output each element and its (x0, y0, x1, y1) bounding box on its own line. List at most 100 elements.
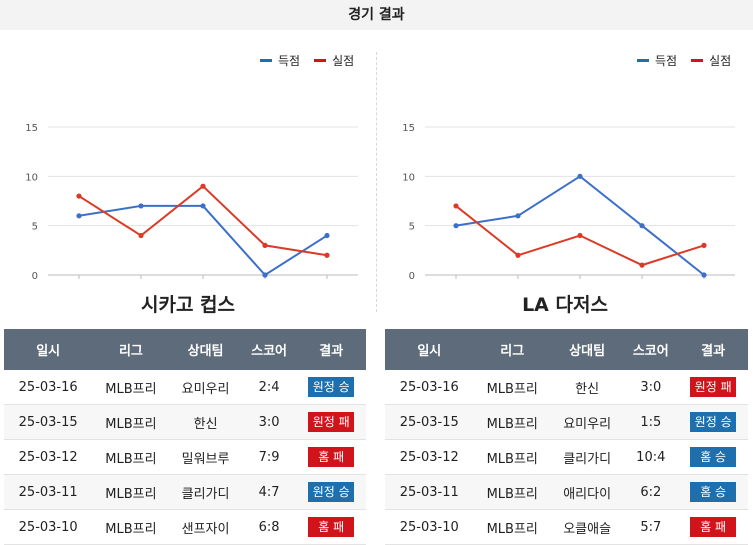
legend-scored[interactable]: 득점 (260, 52, 300, 69)
result-cell: 원정 승 (678, 404, 748, 440)
data-point (577, 232, 583, 239)
score-cell: 3:0 (623, 370, 679, 405)
data-point (701, 272, 707, 278)
result-badge: 홈 패 (308, 447, 355, 467)
league-cell: MLB프리 (92, 439, 170, 475)
opponent-cell: 요미우리 (550, 404, 624, 440)
result-badge: 원정 승 (690, 412, 737, 432)
column-header[interactable]: 결과 (296, 329, 366, 370)
y-tick-label: 10 (402, 172, 415, 183)
table-row: 25-03-16 MLB프리 한신 3:0 원정 패 (385, 370, 748, 405)
legend-label-conceded: 실점 (709, 54, 732, 68)
league-cell: MLB프리 (92, 404, 170, 440)
result-badge: 원정 패 (690, 377, 737, 397)
data-point (453, 203, 459, 209)
column-header[interactable]: 일시 (385, 329, 474, 370)
data-point (262, 242, 268, 248)
column-header[interactable]: 결과 (678, 329, 748, 370)
result-cell: 원정 승 (296, 474, 366, 510)
score-cell: 7:9 (241, 439, 297, 475)
data-point (200, 203, 206, 209)
series-line-conceded (78, 184, 328, 257)
table-header-row: 일시 리그 상대팀 스코어 결과 (4, 329, 366, 370)
data-point (639, 262, 645, 268)
date-cell: 25-03-12 (4, 439, 93, 475)
opponent-cell: 한신 (550, 370, 624, 405)
league-cell: MLB프리 (473, 474, 551, 510)
league-cell: MLB프리 (473, 370, 551, 405)
data-point (138, 203, 144, 209)
legend-conceded[interactable]: 실점 (314, 52, 354, 69)
column-header[interactable]: 리그 (473, 329, 551, 370)
result-badge: 홈 패 (690, 517, 737, 537)
date-cell: 25-03-15 (385, 404, 474, 440)
result-badge: 원정 패 (308, 412, 355, 432)
date-cell: 25-03-16 (385, 370, 474, 405)
opponent-cell: 샌프자이 (169, 509, 242, 545)
line-chart-left: 151050패승패패승 (25, 123, 358, 280)
chart-legend: 득점 실점 (637, 52, 731, 69)
data-point (262, 272, 268, 278)
date-cell: 25-03-12 (385, 439, 474, 475)
legend-scored[interactable]: 득점 (637, 52, 677, 69)
score-cell: 5:7 (623, 509, 679, 545)
league-cell: MLB프리 (92, 509, 170, 545)
y-tick-label: 15 (402, 123, 415, 134)
y-tick-label: 0 (409, 271, 415, 280)
result-cell: 홈 승 (678, 474, 748, 510)
column-header[interactable]: 스코어 (623, 329, 679, 370)
results-table-right: 일시 리그 상대팀 스코어 결과 25-03-16 MLB프리 한신 3:0 원정 패 25-03… (385, 329, 748, 545)
table-row: 25-03-10 MLB프리 오클애슬 5:7 홈 패 (385, 509, 748, 545)
opponent-cell: 클리가디 (550, 439, 624, 475)
score-cell: 2:4 (241, 370, 297, 405)
page-title: 경기 결과 (0, 0, 753, 30)
opponent-cell: 한신 (169, 404, 242, 440)
chart-panel-right: 득점 실점 151050패승승승패 LA 다저스 (377, 30, 753, 330)
y-tick-label: 15 (25, 123, 38, 134)
score-cell: 1:5 (623, 404, 679, 440)
data-point (324, 232, 330, 239)
chart-legend: 득점 실점 (260, 52, 354, 69)
date-cell: 25-03-10 (4, 509, 93, 545)
result-cell: 홈 패 (296, 509, 366, 545)
column-header[interactable]: 상대팀 (550, 329, 624, 370)
column-header[interactable]: 리그 (92, 329, 170, 370)
date-cell: 25-03-10 (385, 509, 474, 545)
column-header[interactable]: 일시 (4, 329, 93, 370)
legend-swatch-conceded (691, 59, 704, 62)
table-row: 25-03-11 MLB프리 애리다이 6:2 홈 승 (385, 474, 748, 510)
result-badge: 홈 승 (690, 447, 737, 467)
legend-conceded[interactable]: 실점 (691, 52, 731, 69)
column-header[interactable]: 상대팀 (169, 329, 242, 370)
line-chart-right: 151050패승승승패 (402, 123, 735, 280)
score-cell: 6:8 (241, 509, 297, 545)
score-cell: 6:2 (623, 474, 679, 510)
result-cell: 원정 패 (296, 404, 366, 440)
opponent-cell: 애리다이 (550, 474, 624, 510)
column-header[interactable]: 스코어 (241, 329, 297, 370)
data-point (76, 193, 82, 199)
league-cell: MLB프리 (473, 439, 551, 475)
series-line-scored (78, 204, 328, 277)
score-cell: 3:0 (241, 404, 297, 440)
panel-divider (376, 52, 377, 312)
legend-label-conceded: 실점 (332, 54, 355, 68)
y-tick-label: 10 (25, 172, 38, 183)
y-tick-label: 5 (409, 222, 415, 233)
date-cell: 25-03-11 (385, 474, 474, 510)
y-tick-label: 5 (32, 222, 38, 233)
data-point (138, 232, 144, 239)
data-point (701, 242, 707, 248)
table-row: 25-03-11 MLB프리 클리가디 4:7 원정 승 (4, 474, 366, 510)
league-cell: MLB프리 (92, 474, 170, 510)
score-cell: 4:7 (241, 474, 297, 510)
data-point (577, 173, 583, 179)
data-point (515, 252, 521, 258)
data-point (200, 183, 206, 189)
data-point (76, 213, 82, 219)
opponent-cell: 오클애슬 (550, 509, 624, 545)
opponent-cell: 요미우리 (169, 370, 242, 405)
result-badge: 원정 승 (308, 377, 355, 397)
result-badge: 홈 패 (308, 517, 355, 537)
chart-panel-left: 득점 실점 151050패승패패승 시카고 컵스 (0, 30, 376, 330)
